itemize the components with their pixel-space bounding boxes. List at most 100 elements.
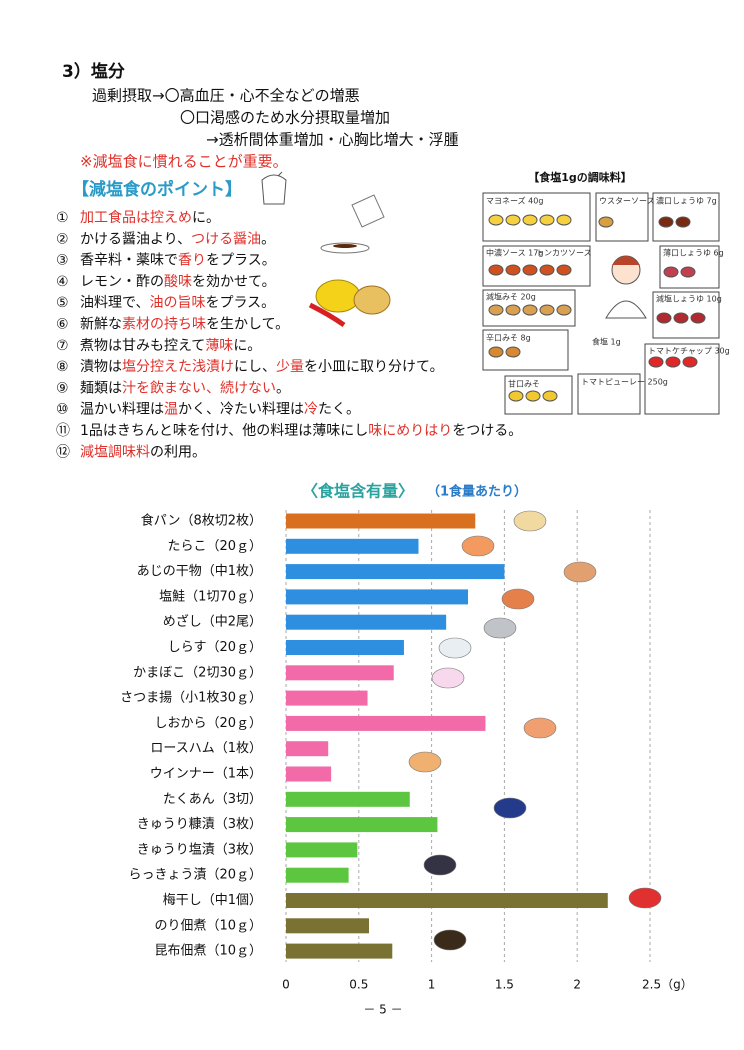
page-number: － 5 － xyxy=(363,1003,402,1017)
item-text: 1品はきちんと味を付け、他の料理は薄味にし味にめりはりをつける。 xyxy=(80,423,522,439)
item-part: 1品はきちんと味を付け、他の料理は薄味にし xyxy=(80,423,368,439)
food-icon xyxy=(523,717,557,739)
cup-icon xyxy=(680,266,696,278)
bar xyxy=(286,715,486,731)
bar xyxy=(286,918,369,934)
bar xyxy=(286,640,404,655)
seasoning-illustration: 【食塩1gの調味料】マヨネーズ 40g ウスターソース 濃口しょうゆ 7g 中濃ソース… xyxy=(482,170,730,415)
cup-icon xyxy=(488,264,504,276)
text-line: →透析間体重増加・心胸比増大・浮腫 xyxy=(206,131,459,149)
illustration-label: トマトピューレー 250g xyxy=(581,378,668,387)
bar xyxy=(286,589,468,605)
food-icon xyxy=(461,535,495,557)
person-hair xyxy=(612,256,640,265)
item-part: 油料理で、 xyxy=(80,295,149,311)
cup-icon xyxy=(542,390,558,402)
item-number: ⑤ xyxy=(56,295,69,311)
cup-icon xyxy=(656,312,672,324)
cup-icon xyxy=(522,264,538,276)
item-text: 煮物は甘みも控えて薄味に。 xyxy=(80,338,261,354)
item-part: をプラス。 xyxy=(205,295,275,311)
item-part: を生かして。 xyxy=(206,317,289,333)
item-text: かける醤油より、つける醤油。 xyxy=(80,231,275,247)
lemon-ginger-icon xyxy=(308,279,391,328)
item-part: たく。 xyxy=(318,402,360,418)
item-part: 酸味 xyxy=(164,274,192,290)
category-label: ウインナー（1本） xyxy=(150,767,262,782)
cup-icon xyxy=(648,356,664,368)
item-text: 麺類は汁を飲まない、続けない。 xyxy=(80,379,290,396)
x-tick-label: 1.5 xyxy=(495,978,514,992)
item-part: 温かい料理は xyxy=(80,402,164,418)
food-icon xyxy=(563,561,597,583)
illustration-label: 辛口みそ 8g xyxy=(486,333,531,343)
item-part: に。 xyxy=(192,210,220,226)
category-label: 梅干し（中1個） xyxy=(163,893,262,908)
category-label: しらす（20ｇ） xyxy=(168,640,262,655)
bar xyxy=(286,817,438,833)
cup-icon xyxy=(539,264,555,276)
item-part: 。 xyxy=(276,380,290,396)
item-text: 新鮮な素材の持ち味を生かして。 xyxy=(80,317,289,333)
item-part: 汁を飲まない、続けない xyxy=(122,379,276,396)
cup-icon xyxy=(658,216,674,228)
illustration-label: 甘口みそ xyxy=(508,379,540,389)
item-part: 油の旨味 xyxy=(149,295,205,311)
x-tick-label: 0 xyxy=(282,978,290,992)
item-number: ③ xyxy=(56,253,69,269)
food-icon xyxy=(408,751,442,773)
bar xyxy=(286,791,410,807)
bar xyxy=(286,614,447,630)
bar xyxy=(286,538,419,554)
item-number: ⑫ xyxy=(56,444,70,460)
cup-icon xyxy=(525,390,541,402)
item-part: レモン・酢の xyxy=(80,274,164,290)
category-label: たらこ（20ｇ） xyxy=(167,539,262,554)
item-part: 新鮮な xyxy=(80,317,122,333)
note: ※減塩食に慣れることが重要。 xyxy=(80,153,288,171)
cup-icon xyxy=(522,214,538,226)
item-number: ② xyxy=(56,231,69,247)
illustration-label: 濃口しょうゆ 7g xyxy=(656,196,717,206)
bar xyxy=(286,943,393,959)
item-part: を効かせて。 xyxy=(192,274,276,290)
x-tick-label: 0.5 xyxy=(349,978,368,992)
food-icon xyxy=(483,617,517,639)
food-icon xyxy=(501,588,535,610)
bar-chart: 〈食塩含有量〉 （1食量あたり） 0 0.5 1 1.5 2 2.5（g） 食パン（8枚切2… xyxy=(120,482,693,992)
cup-icon xyxy=(505,304,521,316)
frame xyxy=(644,343,720,415)
food-icon xyxy=(628,887,662,909)
item-part: 漬物は xyxy=(80,359,122,375)
salt-shaker-icon xyxy=(261,171,287,205)
illustration-label: 【食塩1gの調味料】 xyxy=(528,170,632,184)
category-label: 塩鮭（1切70ｇ） xyxy=(159,589,262,604)
item-text: 加工食品は控えめに。 xyxy=(80,209,220,226)
bar xyxy=(286,842,358,858)
item-number: ① xyxy=(56,210,69,226)
cup-icon xyxy=(682,356,698,368)
item-part: にし、 xyxy=(234,359,276,375)
cup-icon xyxy=(665,356,681,368)
item-part: 減塩調味料 xyxy=(80,443,150,460)
food-icon xyxy=(431,667,465,689)
section-heading: 3）塩分 xyxy=(62,61,125,82)
text-line: 〇口渇感のため水分摂取量増加 xyxy=(180,109,390,127)
cup-icon xyxy=(539,214,555,226)
chart-subtitle: （1食量あたり） xyxy=(427,484,527,500)
item-part: 味にめりはり xyxy=(368,423,452,439)
category-label: 昆布佃煮（10ｇ） xyxy=(154,944,262,959)
item-text: レモン・酢の酸味を効かせて。 xyxy=(80,274,276,290)
category-label: きゅうり塩漬（3枚） xyxy=(137,842,262,857)
item-part: 薄味 xyxy=(205,338,233,354)
cup-icon xyxy=(488,214,504,226)
item-part: 麺類は xyxy=(80,380,122,396)
text-line: 過剰摂取→〇高血圧・心不全などの増悪 xyxy=(92,87,360,105)
item-part: かく、冷たい料理は xyxy=(178,402,304,418)
illustration-label: 中濃ソース 17g xyxy=(486,248,543,258)
category-label: ロースハム（1枚） xyxy=(150,741,262,756)
item-text: 漬物は塩分控えた浅漬けにし、少量を小皿に取り分けて。 xyxy=(80,359,444,375)
cup-icon xyxy=(663,266,679,278)
person-body xyxy=(605,300,647,319)
